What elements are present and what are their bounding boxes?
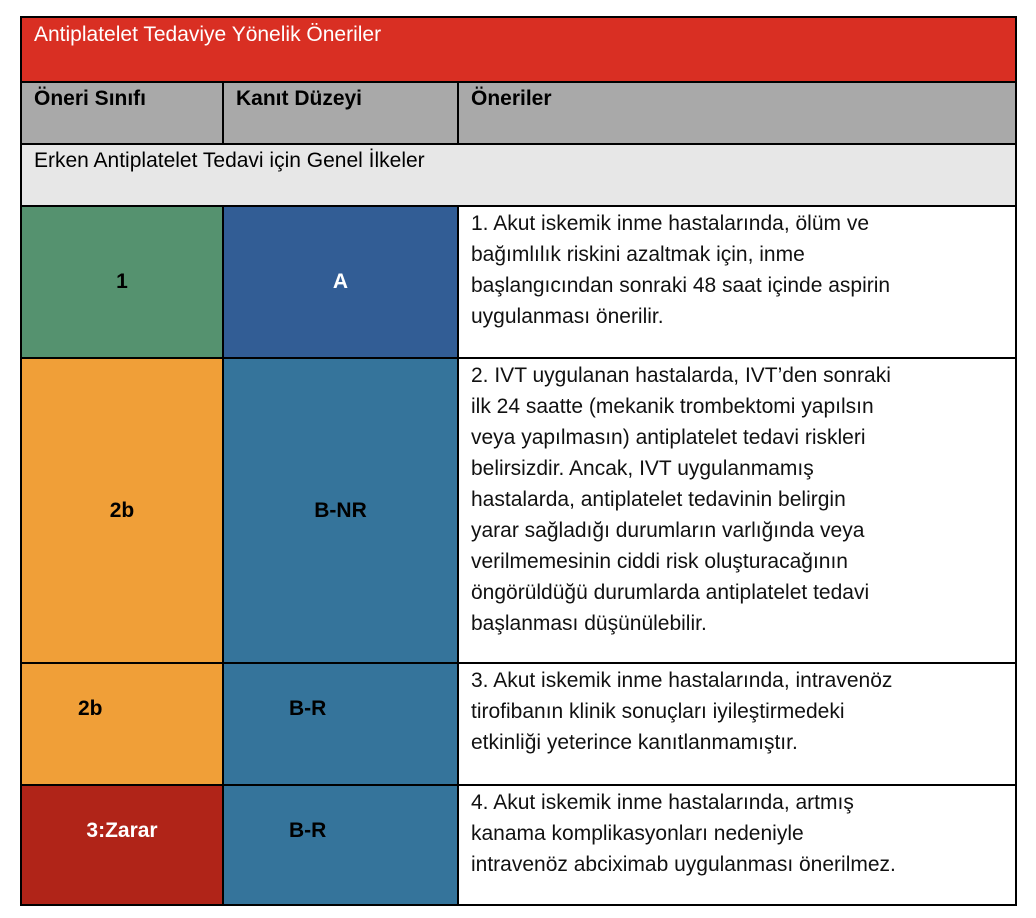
level-cell: B-R — [222, 662, 459, 786]
class-cell: 3:Zarar — [20, 784, 224, 906]
table-row: 1 A 1. Akut iskemik inme hastalarında, ö… — [20, 205, 1017, 359]
level-cell: B-NR — [222, 357, 459, 664]
class-cell: 2b — [20, 662, 224, 786]
recommendation-cell: 2. IVT uygulanan hastalarda, IVT’den son… — [457, 357, 1017, 664]
table-title: Antiplatelet Tedaviye Yönelik Öneriler — [20, 16, 1017, 83]
header-row: Öneri Sınıfı Kanıt Düzeyi Öneriler — [20, 81, 1017, 145]
header-class: Öneri Sınıfı — [20, 81, 224, 145]
table-row: 2b B-NR 2. IVT uygulanan hastalarda, IVT… — [20, 357, 1017, 664]
recommendations-table: Antiplatelet Tedaviye Yönelik Öneriler Ö… — [20, 16, 1017, 906]
recommendation-cell: 4. Akut iskemik inme hastalarında, artmı… — [457, 784, 1017, 906]
header-recommendations: Öneriler — [457, 81, 1017, 145]
recommendation-cell: 1. Akut iskemik inme hastalarında, ölüm … — [457, 205, 1017, 359]
level-cell: B-R — [222, 784, 459, 906]
recommendation-cell: 3. Akut iskemik inme hastalarında, intra… — [457, 662, 1017, 786]
class-cell: 2b — [20, 357, 224, 664]
level-cell: A — [222, 205, 459, 359]
header-level: Kanıt Düzeyi — [222, 81, 459, 145]
table-row: 3:Zarar B-R 4. Akut iskemik inme hastala… — [20, 784, 1017, 906]
class-cell: 1 — [20, 205, 224, 359]
section-heading: Erken Antiplatelet Tedavi için Genel İlk… — [20, 143, 1017, 207]
table-row: 2b B-R 3. Akut iskemik inme hastalarında… — [20, 662, 1017, 786]
